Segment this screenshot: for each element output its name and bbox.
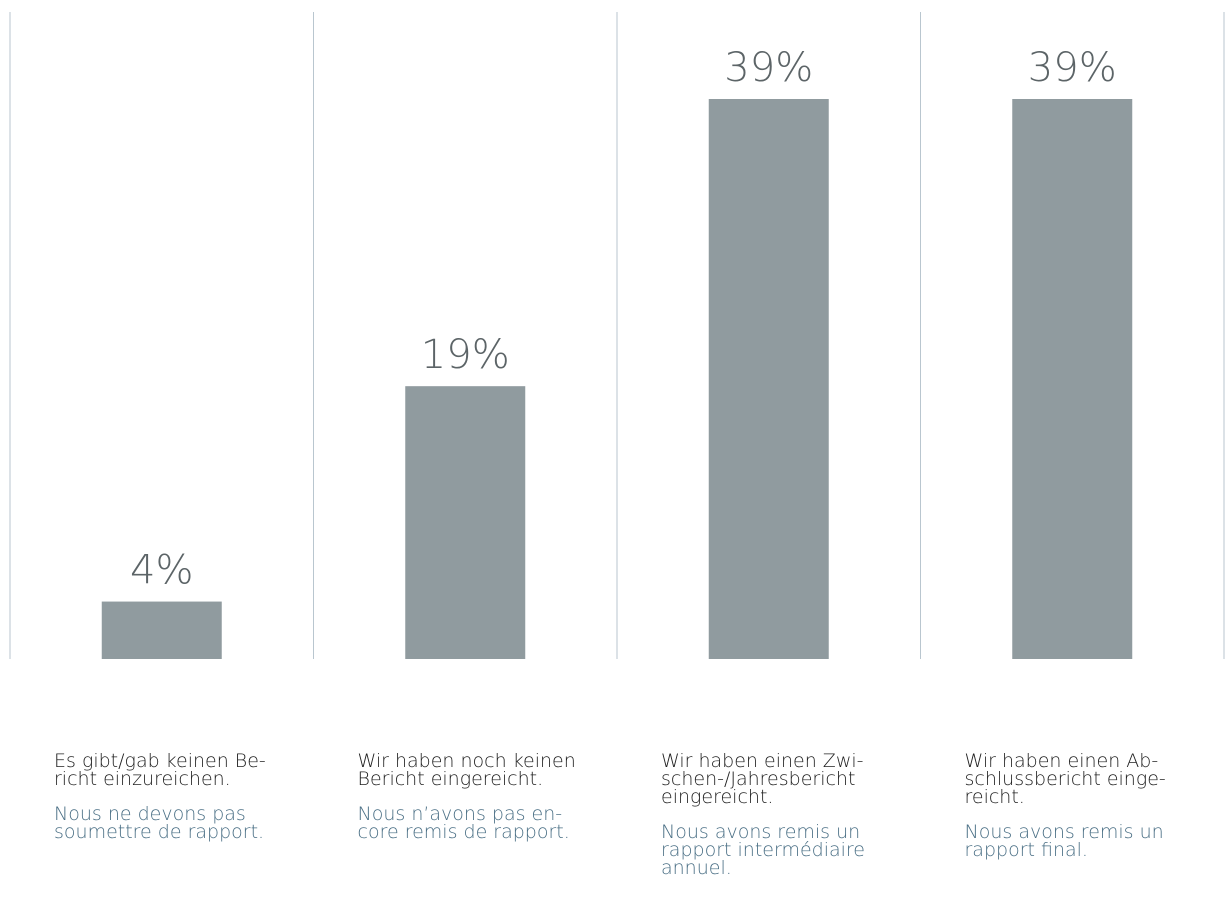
- category-label-german: Wir haben noch keinen Bericht eingereich…: [357, 750, 576, 790]
- value-label: 39%: [724, 45, 813, 91]
- value-label: 4%: [130, 548, 193, 594]
- category-label-french: Nous ne devons pas soumettre de rapport.: [54, 803, 265, 843]
- column-dividers: [9, 12, 1225, 659]
- category-label-german: Wir haben einen Zwi- schen-/Jahresberich…: [661, 750, 864, 808]
- category-label: Wir haben einen Zwi- schen-/Jahresberich…: [661, 750, 911, 879]
- category-label-german: Es gibt/gab keinen Be- richt einzureiche…: [54, 750, 266, 790]
- bars: [101, 99, 1133, 659]
- bar: [405, 386, 526, 659]
- bar: [101, 601, 222, 659]
- value-label: 39%: [1028, 45, 1117, 91]
- bar: [1012, 99, 1133, 659]
- category-label-french: Nous n’avons pas en- core remis de rappo…: [357, 803, 570, 843]
- category-label-german: Wir haben einen Ab- schlussbericht einge…: [964, 750, 1166, 808]
- bar: [708, 99, 829, 659]
- value-label: 19%: [421, 332, 510, 378]
- category-label: Es gibt/gab keinen Be- richt einzureiche…: [54, 750, 304, 843]
- value-labels: 4% 19% 39% 39%: [130, 45, 1117, 594]
- category-label: Wir haben einen Ab- schlussbericht einge…: [964, 750, 1215, 861]
- category-label: Wir haben noch keinen Bericht eingereich…: [357, 750, 608, 843]
- category-label-french: Nous avons remis un rapport intermédiair…: [661, 821, 865, 879]
- category-label-french: Nous avons remis un rapport final.: [964, 821, 1164, 861]
